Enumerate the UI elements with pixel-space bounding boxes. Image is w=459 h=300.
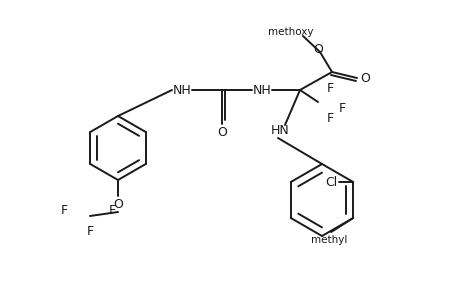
Text: O: O: [313, 43, 322, 56]
Text: F: F: [338, 101, 345, 115]
Text: HN: HN: [270, 124, 289, 136]
Text: NH: NH: [252, 83, 271, 97]
Text: F: F: [326, 82, 333, 94]
Text: O: O: [359, 71, 369, 85]
Text: O: O: [217, 125, 226, 139]
Text: F: F: [326, 112, 333, 124]
Text: F: F: [108, 203, 115, 217]
Text: F: F: [86, 226, 93, 238]
Text: O: O: [113, 197, 123, 211]
Text: NH: NH: [172, 83, 191, 97]
Text: methyl: methyl: [310, 235, 347, 245]
Text: Cl: Cl: [325, 176, 336, 188]
Text: F: F: [60, 203, 67, 217]
Text: methoxy: methoxy: [268, 27, 313, 37]
